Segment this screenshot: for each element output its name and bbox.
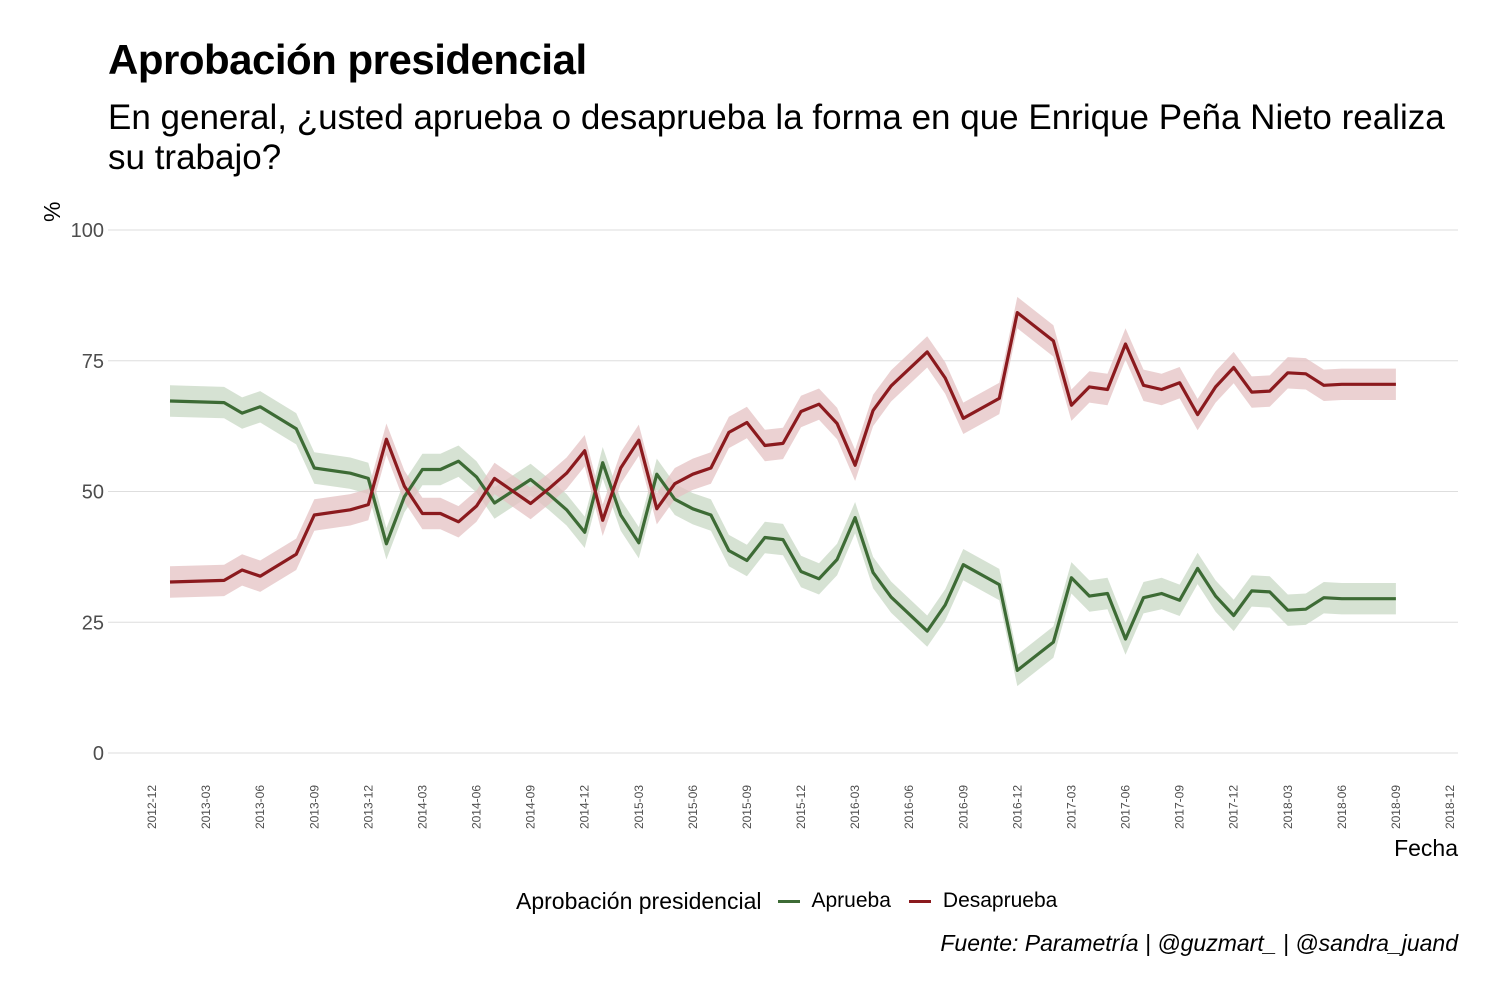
x-axis-label: Fecha — [1394, 835, 1458, 861]
y-tick-label: 0 — [93, 743, 104, 765]
y-axis-ticks: 0 25 50 75 100 — [71, 220, 104, 765]
series-line-desaprueba — [169, 311, 1396, 584]
x-tick-label: 2013-06 — [253, 785, 267, 829]
x-tick-label: 2014-12 — [578, 785, 592, 829]
series-lines — [169, 311, 1396, 673]
x-tick-label: 2016-12 — [1010, 785, 1024, 829]
legend-label-aprueba: Aprueba — [811, 889, 891, 912]
x-tick-label: 2018-03 — [1281, 785, 1295, 829]
x-tick-label: 2016-03 — [848, 785, 862, 829]
y-axis-label: % — [39, 202, 65, 222]
legend-label-desaprueba: Desaprueba — [942, 889, 1058, 912]
x-tick-label: 2017-09 — [1173, 785, 1187, 829]
x-tick-label: 2017-12 — [1227, 785, 1241, 829]
x-tick-label: 2018-12 — [1443, 785, 1457, 829]
x-tick-label: 2014-06 — [470, 785, 484, 829]
band-aprueba — [170, 385, 1396, 687]
x-tick-label: 2014-09 — [524, 785, 538, 829]
x-tick-label: 2015-09 — [740, 785, 754, 829]
x-tick-label: 2013-12 — [361, 785, 375, 829]
y-tick-label: 100 — [71, 220, 104, 242]
legend-title: Aprobación presidencial — [516, 887, 762, 914]
legend-key-aprueba — [777, 899, 800, 903]
x-tick-label: 2017-06 — [1119, 785, 1133, 829]
x-tick-label: 2015-12 — [794, 785, 808, 829]
grid-lines — [108, 229, 1458, 754]
legend-item-aprueba: Aprueba — [777, 889, 891, 913]
chart-title: Aprobación presidencial — [108, 36, 587, 83]
x-tick-label: 2013-09 — [307, 785, 321, 829]
legend-item-desaprueba: Desaprueba — [908, 889, 1058, 913]
x-tick-label: 2012-12 — [145, 785, 159, 829]
series-line-aprueba — [169, 399, 1396, 673]
x-tick-label: 2018-06 — [1335, 785, 1349, 829]
x-tick-label: 2015-03 — [632, 785, 646, 829]
y-tick-label: 50 — [82, 482, 104, 504]
legend-key-desaprueba — [908, 899, 931, 903]
confidence-bands — [170, 296, 1396, 687]
x-axis-ticks: 2012-12 2013-03 2013-06 2013-09 2013-12 2014-… — [145, 785, 1457, 829]
x-tick-label: 2016-09 — [956, 785, 970, 829]
y-tick-label: 75 — [82, 351, 104, 373]
band-desaprueba — [170, 296, 1396, 598]
y-tick-label: 25 — [82, 612, 104, 634]
legend: Aprobación presidencial Aprueba Desaprue… — [516, 884, 1075, 918]
x-tick-label: 2013-03 — [199, 785, 213, 829]
chart-subtitle: En general, ¿usted aprueba o desaprueba … — [108, 98, 1445, 177]
x-tick-label: 2014-03 — [415, 785, 429, 829]
x-tick-label: 2015-06 — [686, 785, 700, 829]
x-tick-label: 2017-03 — [1064, 785, 1078, 829]
source-caption: Fuente: Parametría | @guzmart_ | @sandra… — [940, 930, 1458, 956]
x-tick-label: 2016-06 — [902, 785, 916, 829]
x-tick-label: 2018-09 — [1389, 785, 1403, 829]
